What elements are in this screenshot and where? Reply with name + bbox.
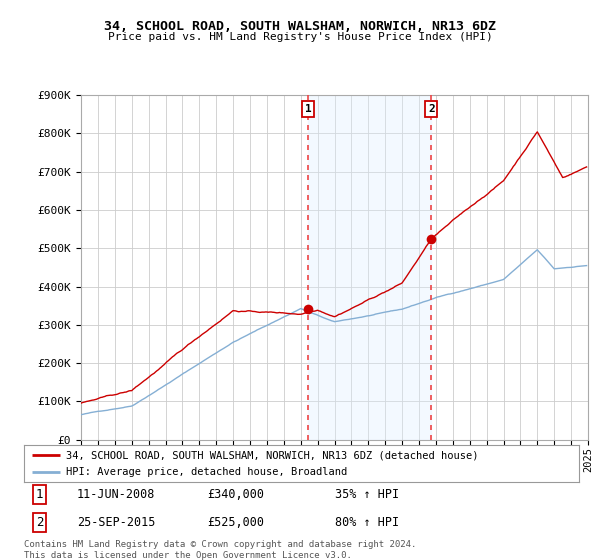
Text: Price paid vs. HM Land Registry's House Price Index (HPI): Price paid vs. HM Land Registry's House …	[107, 32, 493, 43]
Text: 35% ↑ HPI: 35% ↑ HPI	[335, 488, 399, 501]
Text: £340,000: £340,000	[207, 488, 264, 501]
Text: 80% ↑ HPI: 80% ↑ HPI	[335, 516, 399, 529]
Text: 1: 1	[305, 104, 311, 114]
Text: 2: 2	[428, 104, 435, 114]
Text: 25-SEP-2015: 25-SEP-2015	[77, 516, 155, 529]
Text: 11-JUN-2008: 11-JUN-2008	[77, 488, 155, 501]
Text: 34, SCHOOL ROAD, SOUTH WALSHAM, NORWICH, NR13 6DZ (detached house): 34, SCHOOL ROAD, SOUTH WALSHAM, NORWICH,…	[65, 450, 478, 460]
Text: Contains HM Land Registry data © Crown copyright and database right 2024.
This d: Contains HM Land Registry data © Crown c…	[24, 540, 416, 560]
Text: £525,000: £525,000	[207, 516, 264, 529]
Text: 34, SCHOOL ROAD, SOUTH WALSHAM, NORWICH, NR13 6DZ: 34, SCHOOL ROAD, SOUTH WALSHAM, NORWICH,…	[104, 20, 496, 32]
Text: 2: 2	[36, 516, 43, 529]
Bar	[308, 95, 431, 440]
Text: HPI: Average price, detached house, Broadland: HPI: Average price, detached house, Broa…	[65, 467, 347, 477]
Text: 1: 1	[36, 488, 43, 501]
